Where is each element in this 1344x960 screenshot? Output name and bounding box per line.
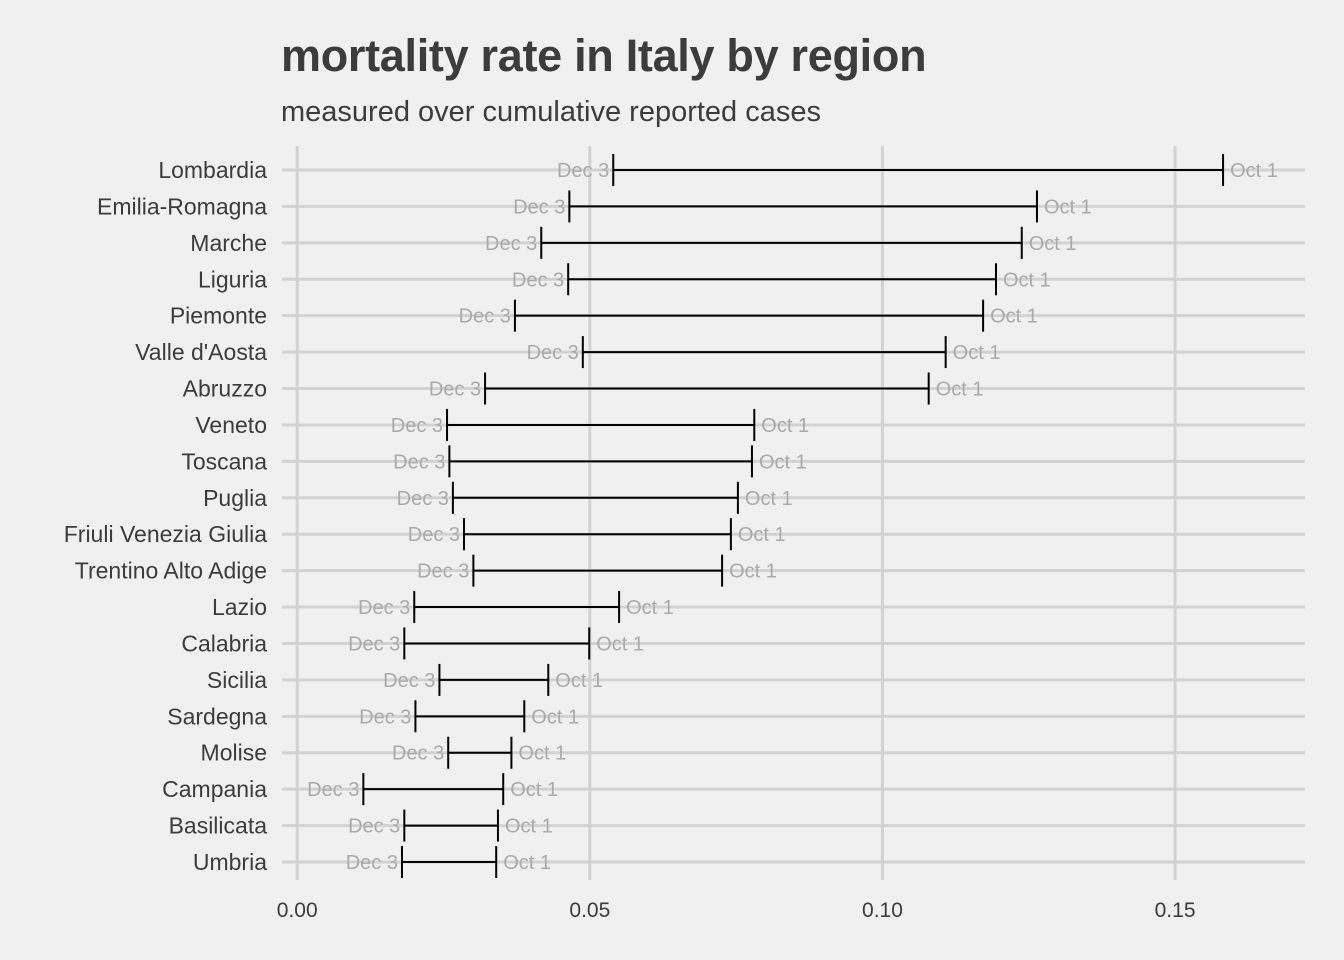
dec-label: Dec 3 bbox=[397, 488, 449, 510]
dec-label: Dec 3 bbox=[513, 196, 565, 218]
vertical-gridlines bbox=[295, 146, 1177, 880]
oct-label: Oct 1 bbox=[1029, 233, 1077, 255]
oct-label: Oct 1 bbox=[1003, 269, 1051, 291]
oct-label: Oct 1 bbox=[738, 524, 786, 546]
dec-label: Dec 3 bbox=[393, 451, 445, 473]
y-tick-label: Piemonte bbox=[170, 303, 267, 329]
oct-label: Oct 1 bbox=[596, 633, 644, 655]
oct-label: Oct 1 bbox=[505, 816, 553, 838]
oct-label: Oct 1 bbox=[503, 852, 551, 874]
y-tick-label: Friuli Venezia Giulia bbox=[64, 521, 267, 547]
oct-label: Oct 1 bbox=[1230, 160, 1278, 182]
oct-label: Oct 1 bbox=[1044, 196, 1092, 218]
x-tick-label: 0.15 bbox=[1155, 899, 1196, 922]
oct-label: Oct 1 bbox=[555, 670, 603, 692]
dec-label: Dec 3 bbox=[348, 633, 400, 655]
y-tick-label: Calabria bbox=[181, 630, 267, 656]
oct-label: Oct 1 bbox=[531, 706, 579, 728]
y-tick-label: Basilicata bbox=[169, 813, 268, 839]
y-axis-labels: Lombardia Emilia-Romagna Marche Liguria Piem… bbox=[64, 157, 267, 875]
oct-label: Oct 1 bbox=[745, 488, 793, 510]
chart-subtitle: measured over cumulative reported cases bbox=[281, 96, 821, 128]
oct-label: Oct 1 bbox=[729, 561, 777, 583]
y-tick-label: Puglia bbox=[203, 485, 267, 511]
y-tick-label: Sardegna bbox=[167, 703, 267, 729]
y-tick-label: Molise bbox=[201, 740, 267, 766]
y-tick-label: Sicilia bbox=[207, 667, 267, 693]
dec-label: Dec 3 bbox=[359, 706, 411, 728]
y-tick-label: Toscana bbox=[181, 448, 267, 474]
x-tick-label: 0.00 bbox=[277, 899, 318, 922]
x-tick-label: 0.10 bbox=[862, 899, 903, 922]
oct-label: Oct 1 bbox=[510, 779, 558, 801]
dec-label: Dec 3 bbox=[459, 306, 511, 328]
x-axis-labels: 0.00 0.05 0.10 0.15 bbox=[277, 899, 1196, 922]
dumbbell-marks: Dec 3 Oct 1 Dec 3 Oct 1 Dec 3 Oct 1 Dec 3 Oct 1… bbox=[307, 154, 1278, 878]
dec-label: Dec 3 bbox=[408, 524, 460, 546]
oct-label: Oct 1 bbox=[759, 451, 807, 473]
dec-label: Dec 3 bbox=[307, 779, 359, 801]
dec-label: Dec 3 bbox=[346, 852, 398, 874]
dec-label: Dec 3 bbox=[383, 670, 435, 692]
dec-label: Dec 3 bbox=[348, 816, 400, 838]
oct-label: Oct 1 bbox=[626, 597, 674, 619]
oct-label: Oct 1 bbox=[990, 306, 1038, 328]
oct-label: Oct 1 bbox=[953, 342, 1001, 364]
y-tick-label: Lombardia bbox=[158, 157, 267, 183]
y-tick-label: Campania bbox=[162, 776, 267, 802]
dec-label: Dec 3 bbox=[429, 379, 481, 401]
dec-label: Dec 3 bbox=[392, 743, 444, 765]
dec-label: Dec 3 bbox=[358, 597, 410, 619]
y-tick-label: Abruzzo bbox=[183, 376, 267, 402]
oct-label: Oct 1 bbox=[761, 415, 809, 437]
dec-label: Dec 3 bbox=[512, 269, 564, 291]
y-tick-label: Valle d'Aosta bbox=[135, 339, 267, 365]
y-tick-label: Emilia-Romagna bbox=[97, 193, 267, 219]
dec-label: Dec 3 bbox=[391, 415, 443, 437]
oct-label: Oct 1 bbox=[936, 379, 984, 401]
y-tick-label: Liguria bbox=[198, 266, 267, 292]
dec-label: Dec 3 bbox=[527, 342, 579, 364]
y-tick-label: Lazio bbox=[212, 594, 267, 620]
y-tick-label: Marche bbox=[190, 230, 267, 256]
x-tick-label: 0.05 bbox=[569, 899, 610, 922]
oct-label: Oct 1 bbox=[518, 743, 566, 765]
dec-label: Dec 3 bbox=[417, 561, 469, 583]
y-tick-label: Trentino Alto Adige bbox=[75, 558, 267, 584]
y-tick-label: Veneto bbox=[195, 412, 267, 438]
dec-label: Dec 3 bbox=[485, 233, 537, 255]
dec-label: Dec 3 bbox=[557, 160, 609, 182]
y-tick-label: Umbria bbox=[193, 849, 267, 875]
chart-title: mortality rate in Italy by region bbox=[281, 30, 927, 81]
